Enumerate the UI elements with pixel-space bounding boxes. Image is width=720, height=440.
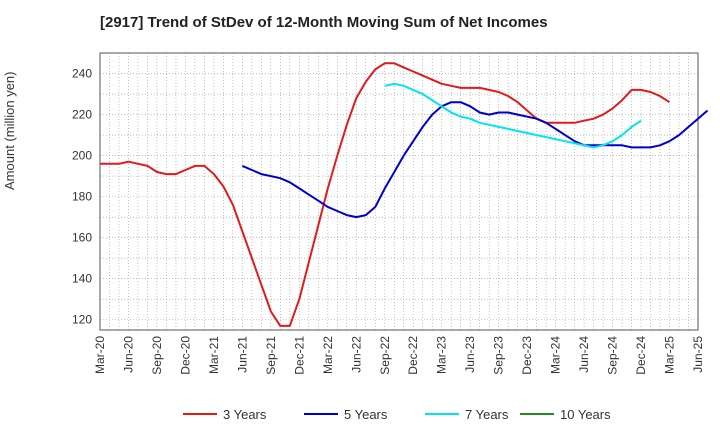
x-tick-label: Sep-22 [378,336,392,375]
x-tick-label: Dec-24 [634,336,648,375]
x-tick-label: Jun-22 [349,336,363,373]
chart-title: [2917] Trend of StDev of 12-Month Moving… [100,14,548,31]
series-line [242,101,709,219]
legend-label: 5 Years [344,407,388,422]
series-line [384,82,642,149]
x-tick-label: Mar-22 [321,336,335,374]
x-tick-label: Dec-20 [178,336,192,375]
x-tick-label: Sep-23 [492,336,506,375]
x-tick-label: Mar-24 [549,336,563,374]
legend-label: 7 Years [465,407,509,422]
y-tick-label: 200 [72,149,92,163]
y-tick-label: 180 [72,190,92,204]
y-tick-label: 240 [72,67,92,81]
legend: 3 Years 5 Years 7 Years 10 Years [183,407,611,422]
plot-frame [99,52,699,331]
x-tick-label: Sep-21 [264,336,278,375]
x-tick-label: Jun-21 [235,336,249,373]
x-tick-label: Mar-23 [435,336,449,374]
x-tick-label: Dec-23 [520,336,534,375]
y-tick-label: 140 [72,272,92,286]
y-tick-label: 120 [72,313,92,327]
series-lines [100,62,709,327]
x-tick-label: Sep-24 [606,336,620,375]
x-tick-label: Dec-22 [406,336,420,375]
y-tick-label: 220 [72,108,92,122]
x-tick-label: Mar-21 [207,336,221,374]
x-tick-label: Jun-24 [577,336,591,373]
x-tick-label: Jun-25 [691,336,705,373]
x-tick-label: Sep-20 [150,336,164,375]
x-tick-label: Jun-20 [121,336,135,373]
y-tick-labels: 120 140 160 180 200 220 240 [72,67,92,327]
legend-label: 10 Years [560,407,611,422]
x-tick-label: Mar-20 [93,336,107,374]
y-tick-label: 160 [72,231,92,245]
x-tick-label: Mar-25 [663,336,677,374]
x-tick-labels: Mar-20 Jun-20 Sep-20 Dec-20 Mar-21 Jun-21 Sep-… [93,336,705,375]
series-line [100,62,671,327]
legend-label: 3 Years [223,407,267,422]
x-tick-label: Jun-23 [463,336,477,373]
x-tick-label: Dec-21 [292,336,306,375]
grid-lines [99,53,699,330]
